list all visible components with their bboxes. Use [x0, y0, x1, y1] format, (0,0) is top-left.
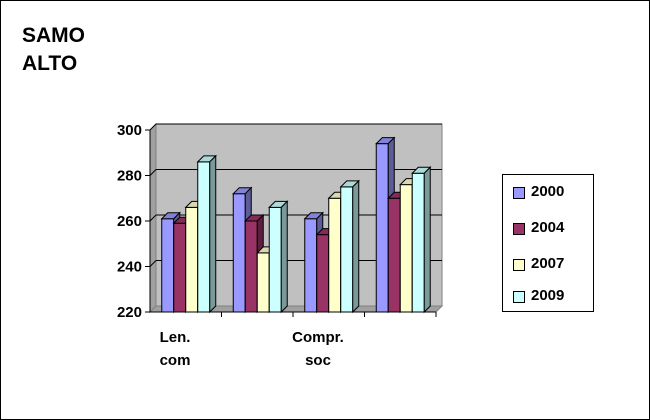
- bar-front: [411, 172, 425, 313]
- bar-2009-2: [339, 179, 360, 314]
- bar-front: [316, 234, 330, 313]
- x-category-label: Compr.: [292, 329, 344, 346]
- bar-front: [268, 206, 282, 313]
- bar-front: [328, 197, 342, 313]
- y-tick-label: 220: [117, 304, 142, 321]
- legend-swatch-2004: [513, 223, 525, 235]
- bar-front: [232, 193, 246, 313]
- x-category-label: com: [160, 352, 191, 369]
- y-tick-label: 300: [117, 122, 142, 139]
- bar-front: [173, 222, 187, 313]
- bar-side: [352, 179, 360, 314]
- legend-label-2000: 2000: [531, 183, 565, 200]
- chart-title: SAMO ALTO: [22, 24, 85, 75]
- bar-2009-1: [268, 200, 289, 314]
- gridline-side: [149, 214, 157, 222]
- legend-label-2007: 2007: [531, 255, 565, 272]
- bar-side: [280, 200, 288, 314]
- y-tick-label: 260: [117, 213, 142, 230]
- bar-front: [256, 252, 270, 313]
- bar-2009-3: [411, 166, 432, 314]
- legend-label-2004: 2004: [531, 219, 565, 236]
- legend-swatch-2000: [513, 187, 525, 199]
- legend: 2000 2004 2007 2009: [502, 174, 594, 312]
- y-tick-label: 280: [117, 168, 142, 185]
- bar-front: [304, 218, 318, 313]
- bar-front: [387, 197, 401, 313]
- gridline-side: [149, 260, 157, 267]
- legend-label-2009: 2009: [531, 287, 565, 304]
- bar-front: [161, 218, 175, 313]
- x-category-label: soc: [305, 352, 331, 369]
- x-category-label: Len.: [160, 329, 191, 346]
- bar-front: [244, 220, 258, 313]
- bar-front: [185, 206, 199, 313]
- bar-front: [197, 161, 211, 313]
- gridline-side: [149, 169, 157, 176]
- bar-front: [340, 186, 354, 313]
- bar-side: [423, 166, 431, 314]
- legend-swatch-2007: [513, 259, 525, 271]
- bar-front: [375, 143, 389, 313]
- bar-2009-0: [196, 154, 217, 314]
- gridline-side: [149, 123, 157, 131]
- y-tick-label: 240: [117, 259, 142, 276]
- bar-side: [209, 154, 217, 314]
- legend-swatch-2009: [513, 291, 525, 303]
- bar-front: [399, 184, 413, 313]
